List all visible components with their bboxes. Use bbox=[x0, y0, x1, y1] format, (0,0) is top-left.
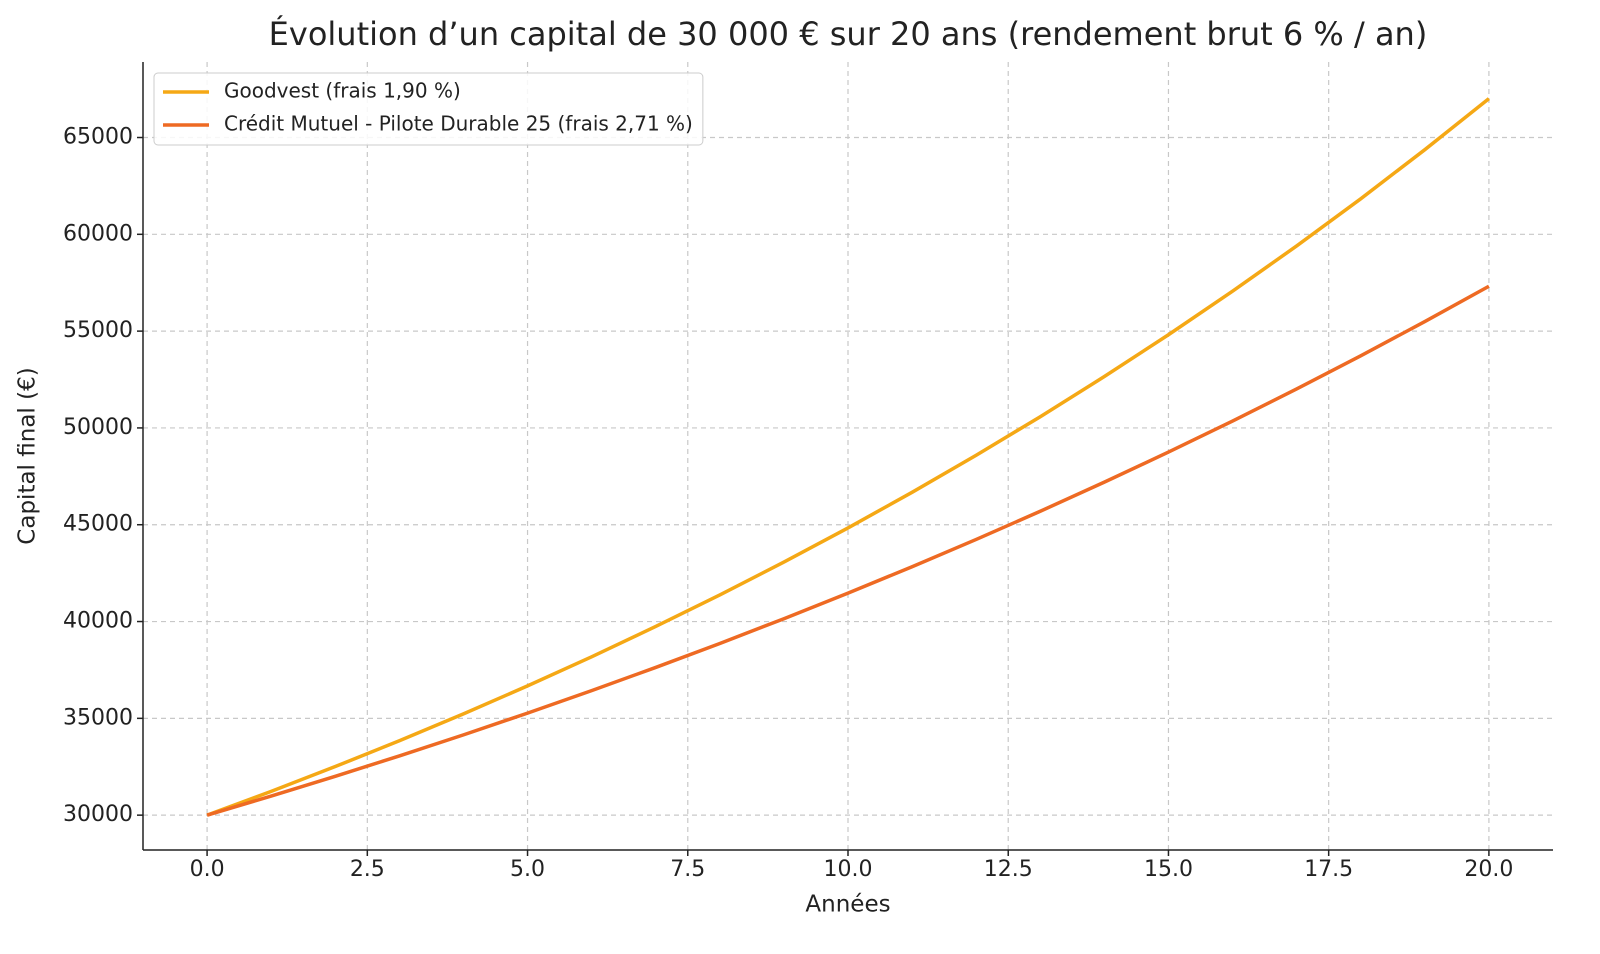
y-tick-label: 35000 bbox=[63, 705, 133, 730]
y-tick-label: 50000 bbox=[63, 415, 133, 440]
legend-box bbox=[153, 72, 704, 146]
x-tick-label: 7.5 bbox=[670, 857, 705, 882]
x-tick-label: 2.5 bbox=[350, 857, 385, 882]
x-tick-label: 20.0 bbox=[1464, 857, 1513, 882]
y-tick-label: 30000 bbox=[63, 802, 133, 827]
x-tick-label: 0.0 bbox=[190, 857, 225, 882]
legend-label: Goodvest (frais 1,90 %) bbox=[224, 79, 461, 103]
y-tick-label: 40000 bbox=[63, 609, 133, 634]
y-tick-label: 55000 bbox=[63, 318, 133, 343]
y-tick-label: 45000 bbox=[63, 512, 133, 537]
x-tick-label: 12.5 bbox=[984, 857, 1033, 882]
legend: Goodvest (frais 1,90 %) Crédit Mutuel - P… bbox=[153, 72, 704, 146]
y-tick-label: 65000 bbox=[63, 125, 133, 150]
x-tick-label: 17.5 bbox=[1304, 857, 1353, 882]
y-tick-label: 60000 bbox=[63, 221, 133, 246]
legend-label: Crédit Mutuel - Pilote Durable 25 (frais… bbox=[224, 112, 693, 136]
series-line bbox=[206, 284, 1490, 817]
x-tick-label: 10.0 bbox=[824, 857, 873, 882]
x-axis-label: Années bbox=[805, 892, 890, 918]
y-axis-label: Capital final (€) bbox=[15, 367, 41, 544]
x-tick-label: 15.0 bbox=[1144, 857, 1193, 882]
series-line bbox=[206, 97, 1491, 817]
x-tick-label: 5.0 bbox=[510, 857, 545, 882]
chart-title: Évolution d’un capital de 30 000 € sur 2… bbox=[269, 15, 1428, 53]
